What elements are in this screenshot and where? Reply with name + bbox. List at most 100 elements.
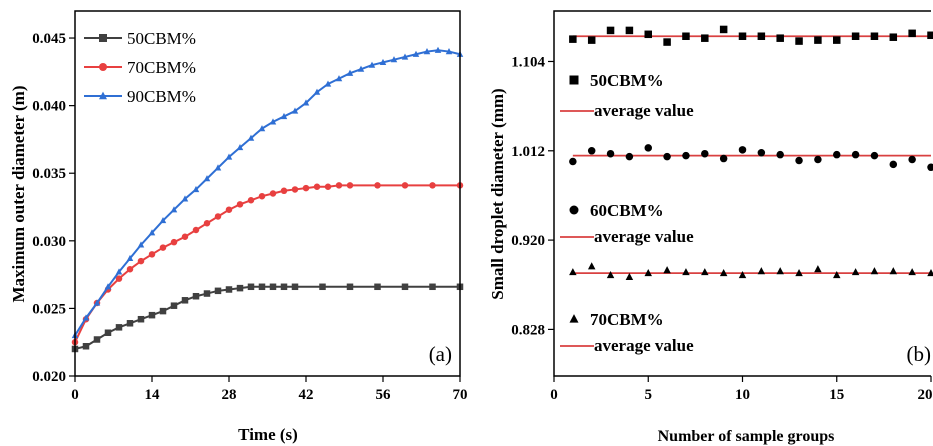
panel-a-label: (a) xyxy=(429,342,452,366)
panel-a-data-point xyxy=(181,195,189,202)
legend-label: 60CBM% xyxy=(590,201,664,220)
panel-b-ytick-label: 1.012 xyxy=(511,144,545,160)
panel-b-data-point xyxy=(908,155,916,164)
panel-b-data-point xyxy=(776,267,784,275)
panel-b-legends: 50CBM% average value 60CBM% average value 70… xyxy=(560,71,694,355)
panel-b-ticks: 0 5 10 15 20 0.828 0.920 1.012 1.104 xyxy=(511,54,932,403)
panel-a-ytick-label: 0.035 xyxy=(32,166,66,182)
panel-a-data-point xyxy=(302,184,310,192)
panel-a-data-point xyxy=(192,226,200,234)
panel-b-data-point xyxy=(870,32,879,40)
panel-b-data-point xyxy=(625,272,634,281)
panel-a-series-line xyxy=(74,285,460,350)
panel-a-data-point xyxy=(346,283,354,291)
panel-a-data-point xyxy=(137,315,145,323)
panel-a-ytick-label: 0.030 xyxy=(32,234,66,250)
panel-a-data-point xyxy=(93,336,101,343)
panel-b-data-point xyxy=(833,36,841,44)
panel-a-data-point xyxy=(181,297,189,304)
panel-a-data-point xyxy=(346,69,354,76)
panel-b-series xyxy=(569,25,933,281)
panel-b-ytick-label: 1.104 xyxy=(511,54,545,70)
panel-b-data-point xyxy=(908,29,916,38)
panel-b-xtick-label: 0 xyxy=(550,387,558,403)
panel-b-data-point xyxy=(663,38,671,46)
panel-a-data-point xyxy=(225,286,233,293)
panel-b-data-point xyxy=(814,155,822,164)
panel-a-data-point xyxy=(401,53,409,60)
panel-a-ytick-label: 0.045 xyxy=(32,31,66,47)
panel-a-data-point xyxy=(247,197,255,204)
panel-b-data-point xyxy=(776,150,784,159)
panel-b-data-point xyxy=(870,267,879,275)
panel-a-data-point xyxy=(374,283,381,291)
panel-a-data-point xyxy=(225,153,233,160)
panel-a-xtick-label: 28 xyxy=(222,387,237,403)
panel-b-data-point xyxy=(587,262,596,270)
panel-a-data-point xyxy=(390,56,398,63)
panel-a-data-point xyxy=(379,58,387,66)
panel-b-data-point xyxy=(644,30,652,39)
panel-a-data-point xyxy=(104,329,112,336)
legend-label: 50CBM% xyxy=(590,71,664,90)
panel-b-data-point xyxy=(644,269,652,277)
panel-a-data-point xyxy=(368,61,376,68)
panel-a-ticks: 0 14 28 42 56 70 0.020 0.025 0.030 0.035 0.040 0.04… xyxy=(32,31,467,403)
panel-a-data-point xyxy=(126,265,134,273)
panel-b-data-point xyxy=(927,163,933,172)
panel-a-data-point xyxy=(192,292,200,300)
panel-b-data-point xyxy=(663,266,671,274)
legend-marker xyxy=(99,34,107,42)
panel-a-data-point xyxy=(324,183,332,190)
panel-b-data-point xyxy=(833,270,841,279)
panel-b-data-point xyxy=(663,152,671,161)
panel-b-data-point xyxy=(814,36,822,44)
panel-a-data-point xyxy=(225,206,233,213)
panel-a-data-point xyxy=(192,185,200,193)
panel-b-data-point xyxy=(795,269,803,277)
legend-label: 70CBM% xyxy=(590,310,664,329)
panel-a: 0 14 28 42 56 70 0.020 0.025 0.030 0.035 0.040 0.04… xyxy=(9,10,468,444)
panel-b-data-point xyxy=(569,268,577,276)
panel-a-ytick-label: 0.040 xyxy=(32,99,66,115)
panel-a-data-point xyxy=(434,46,442,53)
legend-label: 50CBM% xyxy=(127,29,196,48)
panel-b-data-point xyxy=(757,32,766,40)
panel-b-data-point xyxy=(606,26,615,35)
panel-a-xtick-label: 0 xyxy=(71,387,79,403)
panel-b-data-point xyxy=(757,148,766,157)
panel-a-data-point xyxy=(203,219,211,227)
panel-b-data-point xyxy=(606,270,615,279)
panel-a-data-point xyxy=(115,324,123,331)
panel-a-data-point xyxy=(82,343,90,350)
legend-label: 90CBM% xyxy=(127,87,196,106)
legend-marker xyxy=(569,314,579,323)
panel-a-data-point xyxy=(214,213,222,220)
panel-b-data-point xyxy=(719,154,728,163)
panel-b-label: (b) xyxy=(907,342,932,366)
panel-a-data-point xyxy=(137,257,145,265)
panel-a-legend: 50CBM% 70CBM% 90CBM% xyxy=(84,29,196,106)
panel-a-data-point xyxy=(335,182,343,189)
panel-a-ylabel: Maximum outer diameter (m) xyxy=(9,85,28,302)
panel-a-data-point xyxy=(346,182,354,189)
panel-b-data-point xyxy=(701,34,709,42)
panel-b-data-point xyxy=(908,268,916,276)
panel-a-data-point xyxy=(159,244,167,251)
panel-a-data-point xyxy=(148,251,156,258)
panel-a-data-point xyxy=(423,48,431,55)
panel-b-data-point xyxy=(719,269,728,277)
legend-marker xyxy=(569,75,579,85)
panel-a-data-point xyxy=(104,283,112,290)
panel-a-data-point xyxy=(269,283,277,291)
panel-a-data-point xyxy=(93,299,101,306)
panel-b-data-point xyxy=(682,268,690,276)
panel-a-data-point xyxy=(291,107,299,114)
panel-a-data-point xyxy=(429,182,436,189)
panel-a-data-point xyxy=(269,190,277,197)
panel-a-data-point xyxy=(170,302,178,309)
panel-b-xtick-label: 5 xyxy=(645,387,653,403)
panel-a-data-point xyxy=(291,283,299,291)
panel-a-data-point xyxy=(159,307,167,315)
